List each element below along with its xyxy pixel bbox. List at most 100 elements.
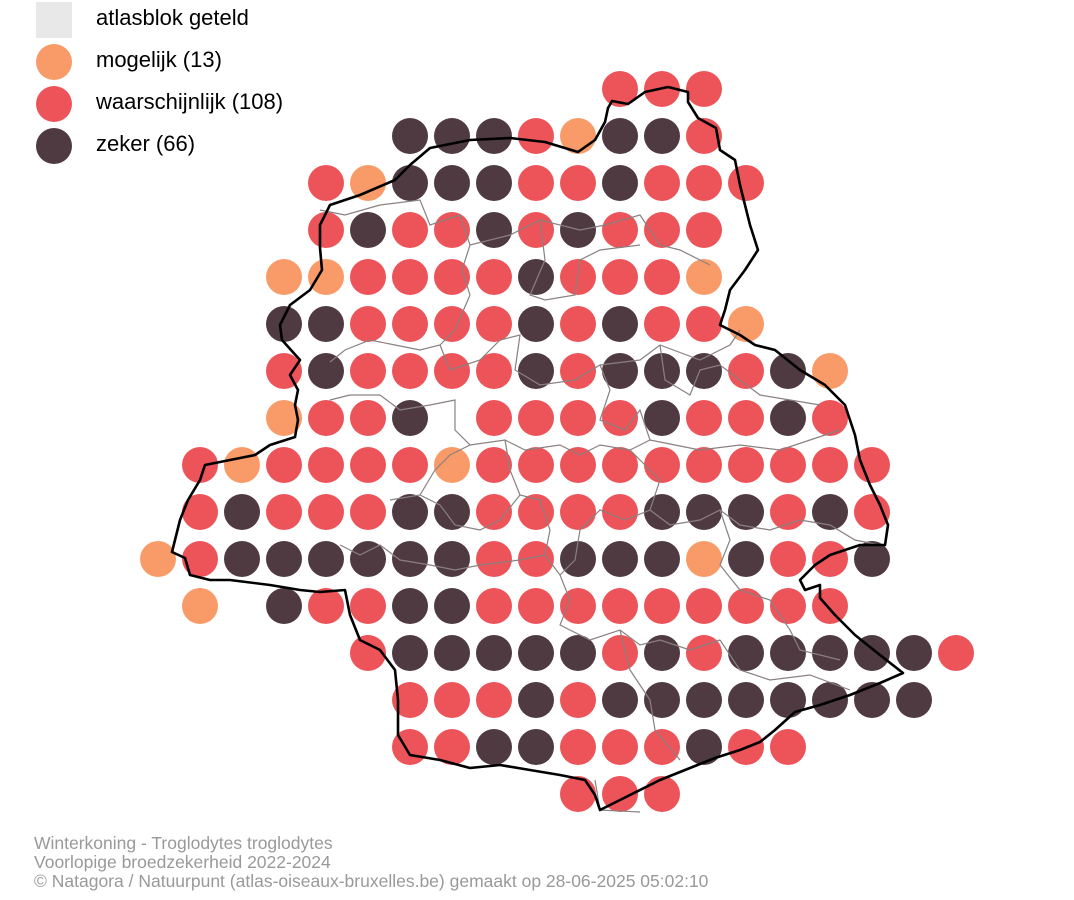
map-caption: Winterkoning - Troglodytes troglodytes V…	[34, 834, 708, 891]
block-probable	[854, 494, 890, 530]
block-certain	[518, 353, 554, 389]
block-probable	[812, 400, 848, 436]
municipality-boundary	[339, 544, 546, 571]
block-probable	[350, 494, 386, 530]
block-probable	[812, 588, 848, 624]
block-probable	[350, 400, 386, 436]
caption-credit: © Natagora / Natuurpunt (atlas-oiseaux-b…	[34, 871, 709, 891]
legend-swatch-probable	[36, 86, 72, 122]
block-certain	[518, 259, 554, 295]
block-probable	[854, 447, 890, 483]
legend-swatch-certain	[36, 128, 72, 164]
block-probable	[266, 353, 302, 389]
block-probable	[392, 447, 428, 483]
municipality-boundary	[659, 344, 821, 406]
block-probable	[602, 400, 638, 436]
block-probable	[308, 447, 344, 483]
block-probable	[350, 353, 386, 389]
block-certain	[476, 165, 512, 201]
atlas-blocks	[140, 71, 974, 812]
municipality-boundary	[529, 219, 641, 301]
municipality-boundary	[719, 509, 841, 661]
block-possible	[266, 400, 302, 436]
block-probable	[518, 447, 554, 483]
block-probable	[476, 494, 512, 530]
block-probable	[770, 588, 806, 624]
block-probable	[812, 447, 848, 483]
block-certain	[392, 494, 428, 530]
block-certain	[434, 118, 470, 154]
block-certain	[644, 353, 680, 389]
block-certain	[434, 165, 470, 201]
block-certain	[602, 682, 638, 718]
block-probable	[350, 588, 386, 624]
legend-label-counted: atlasblok geteld	[96, 5, 249, 30]
block-possible	[350, 165, 386, 201]
block-certain	[896, 682, 932, 718]
block-possible	[308, 259, 344, 295]
block-certain	[392, 400, 428, 436]
block-probable	[938, 635, 974, 671]
block-probable	[560, 776, 596, 812]
block-possible	[728, 306, 764, 342]
block-certain	[224, 541, 260, 577]
block-certain	[644, 400, 680, 436]
block-certain	[686, 682, 722, 718]
block-certain	[266, 306, 302, 342]
block-probable	[392, 306, 428, 342]
block-probable	[434, 682, 470, 718]
block-probable	[686, 588, 722, 624]
block-probable	[182, 447, 218, 483]
block-probable	[560, 588, 596, 624]
block-probable	[644, 447, 680, 483]
block-probable	[476, 541, 512, 577]
municipality-boundary	[469, 429, 841, 456]
block-probable	[308, 165, 344, 201]
block-probable	[266, 494, 302, 530]
municipality-boundary	[419, 494, 521, 531]
block-certain	[434, 588, 470, 624]
block-probable	[602, 635, 638, 671]
legend-swatch-possible	[36, 44, 72, 80]
block-probable	[350, 306, 386, 342]
block-certain	[434, 635, 470, 671]
block-certain	[728, 635, 764, 671]
block-certain	[686, 353, 722, 389]
block-probable	[476, 353, 512, 389]
block-certain	[476, 118, 512, 154]
block-certain	[308, 353, 344, 389]
block-probable	[686, 400, 722, 436]
block-certain	[392, 588, 428, 624]
municipality-boundary	[504, 439, 661, 576]
block-possible	[140, 541, 176, 577]
legend-label-certain: zeker (66)	[96, 131, 196, 156]
municipality-boundary	[319, 199, 471, 363]
municipality-boundary	[469, 214, 711, 266]
block-certain	[812, 682, 848, 718]
block-certain	[392, 541, 428, 577]
block-certain	[518, 682, 554, 718]
legend-swatch-counted	[36, 2, 72, 38]
block-certain	[392, 118, 428, 154]
block-possible	[686, 541, 722, 577]
block-certain	[812, 494, 848, 530]
block-probable	[728, 588, 764, 624]
block-probable	[560, 400, 596, 436]
block-certain	[728, 541, 764, 577]
block-probable	[266, 447, 302, 483]
block-certain	[476, 729, 512, 765]
block-probable	[518, 212, 554, 248]
block-probable	[560, 165, 596, 201]
block-certain	[350, 541, 386, 577]
block-probable	[476, 306, 512, 342]
block-probable	[476, 588, 512, 624]
block-probable	[770, 447, 806, 483]
block-certain	[770, 400, 806, 436]
municipality-boundary	[329, 394, 472, 501]
block-probable	[392, 353, 428, 389]
municipality-boundaries	[319, 199, 881, 813]
block-certain	[728, 494, 764, 530]
block-probable	[476, 447, 512, 483]
municipality-boundary	[619, 629, 681, 761]
